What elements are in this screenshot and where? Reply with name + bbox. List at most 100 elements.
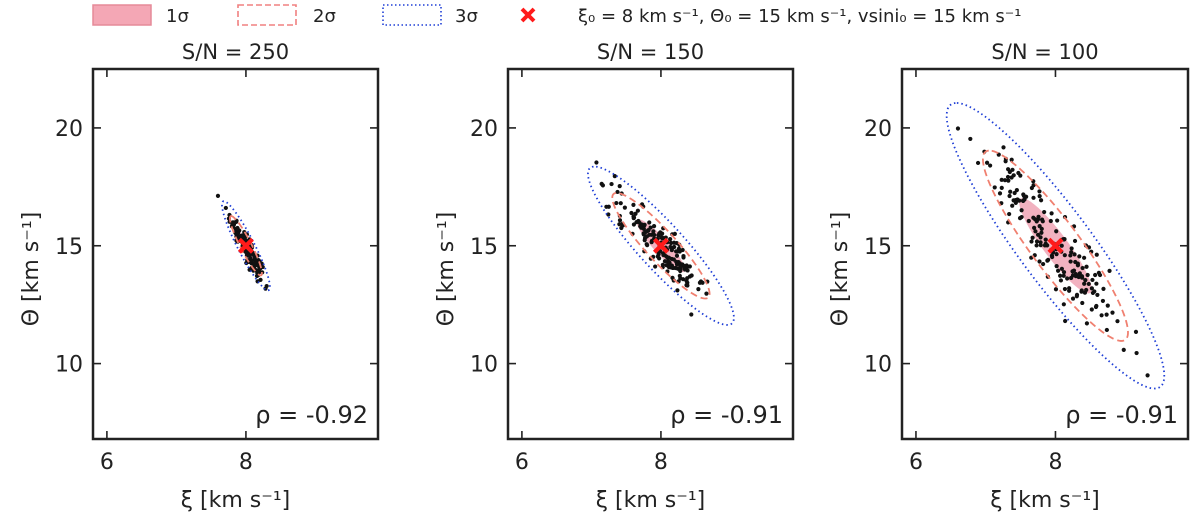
data-point bbox=[1065, 276, 1070, 281]
legend-swatch-1sigma bbox=[92, 4, 152, 26]
x-axis-label: ξ [km s⁻¹] bbox=[596, 488, 705, 513]
data-point bbox=[1009, 157, 1014, 162]
data-point bbox=[1042, 243, 1048, 248]
data-point bbox=[615, 189, 620, 195]
data-point bbox=[988, 163, 993, 168]
data-point bbox=[1061, 270, 1067, 275]
plot-area bbox=[215, 193, 271, 292]
legend-label: 1σ bbox=[166, 6, 189, 27]
data-point bbox=[1104, 312, 1109, 317]
data-point bbox=[670, 275, 675, 280]
data-point bbox=[1009, 175, 1014, 180]
plot-area bbox=[587, 160, 735, 326]
data-point bbox=[1093, 272, 1098, 278]
data-point bbox=[687, 264, 692, 269]
data-point bbox=[1037, 189, 1042, 194]
y-tick-label: 20 bbox=[55, 117, 83, 142]
data-point bbox=[637, 220, 642, 225]
data-point bbox=[618, 201, 623, 206]
x-tick-label: 8 bbox=[239, 450, 253, 475]
data-point bbox=[659, 235, 664, 240]
data-point bbox=[1095, 292, 1100, 298]
data-point bbox=[1038, 240, 1043, 245]
data-point bbox=[1067, 286, 1072, 291]
data-point bbox=[1061, 302, 1066, 307]
panel-title: S/N = 100 bbox=[991, 40, 1098, 64]
data-point bbox=[661, 252, 666, 258]
data-point bbox=[1026, 218, 1031, 224]
legend-item: 2σ bbox=[237, 4, 336, 27]
data-point bbox=[1062, 253, 1067, 258]
data-point bbox=[1041, 261, 1046, 267]
data-point bbox=[264, 283, 269, 289]
data-point bbox=[681, 263, 686, 269]
data-point bbox=[1042, 209, 1047, 215]
data-point bbox=[1034, 239, 1040, 244]
data-point bbox=[1008, 189, 1013, 194]
data-point bbox=[1080, 265, 1085, 271]
y-axis-label: Θ [km s⁻¹] bbox=[19, 212, 44, 327]
data-point bbox=[1012, 190, 1017, 196]
chart-panel: S/N = 250 6 8 10 15 20 ξ [km s⁻¹] Θ [km s⁻¹] ρ =… bbox=[19, 40, 380, 513]
data-point bbox=[668, 240, 674, 246]
panel-title: S/N = 150 bbox=[597, 40, 704, 64]
data-point bbox=[1085, 272, 1090, 278]
data-point bbox=[1068, 259, 1073, 264]
data-point bbox=[1002, 178, 1008, 183]
data-point bbox=[1059, 243, 1064, 248]
data-point bbox=[672, 244, 677, 250]
data-point bbox=[1046, 257, 1051, 262]
data-point bbox=[1070, 296, 1076, 301]
data-point bbox=[1062, 286, 1068, 292]
data-point bbox=[1082, 281, 1087, 286]
chart-panel: S/N = 100 6 8 10 15 20 ξ [km s⁻¹] Θ [km s⁻¹] ρ =… bbox=[828, 40, 1190, 513]
legend-label: ξ₀ = 8 km s⁻¹, Θ₀ = 15 km s⁻¹, vsini₀ = … bbox=[578, 6, 1022, 27]
data-point bbox=[992, 185, 997, 190]
data-point bbox=[249, 258, 254, 263]
data-point bbox=[1029, 185, 1034, 191]
data-point bbox=[1079, 274, 1085, 279]
sigma2-contour bbox=[229, 215, 263, 277]
data-point bbox=[252, 261, 257, 266]
data-point bbox=[1073, 259, 1078, 265]
data-point bbox=[617, 184, 622, 189]
data-point bbox=[1084, 264, 1089, 269]
data-point bbox=[999, 185, 1004, 190]
data-point bbox=[1058, 278, 1064, 283]
data-point bbox=[1034, 243, 1039, 248]
scatter-points bbox=[955, 126, 1150, 378]
data-point bbox=[1038, 235, 1043, 240]
data-point bbox=[689, 273, 694, 278]
data-point bbox=[614, 200, 619, 206]
data-point bbox=[1001, 145, 1006, 150]
x-tick-label: 8 bbox=[654, 450, 668, 475]
data-point bbox=[600, 183, 606, 188]
data-point bbox=[1072, 252, 1077, 257]
data-point bbox=[1145, 373, 1150, 378]
data-point bbox=[1054, 252, 1059, 257]
data-point bbox=[1010, 203, 1015, 208]
true-value-marker bbox=[237, 237, 254, 254]
data-point bbox=[689, 312, 694, 317]
data-point bbox=[641, 226, 646, 231]
data-point bbox=[647, 232, 652, 237]
data-point bbox=[604, 204, 609, 209]
data-point bbox=[675, 249, 680, 254]
data-point bbox=[230, 221, 235, 226]
data-point bbox=[617, 218, 623, 223]
data-point bbox=[651, 224, 657, 229]
data-point bbox=[1059, 266, 1064, 271]
data-point bbox=[1035, 217, 1041, 222]
data-point bbox=[648, 225, 653, 230]
data-point bbox=[1061, 273, 1066, 278]
data-point bbox=[1014, 188, 1019, 193]
data-point bbox=[1107, 268, 1112, 273]
correlation-label: ρ = -0.92 bbox=[255, 401, 368, 429]
data-point bbox=[1077, 254, 1082, 259]
data-point bbox=[1039, 226, 1044, 231]
data-point bbox=[653, 264, 658, 269]
data-point bbox=[999, 177, 1004, 182]
data-point bbox=[1030, 235, 1035, 240]
data-point bbox=[656, 252, 661, 257]
legend-swatch-3sigma bbox=[382, 4, 442, 26]
